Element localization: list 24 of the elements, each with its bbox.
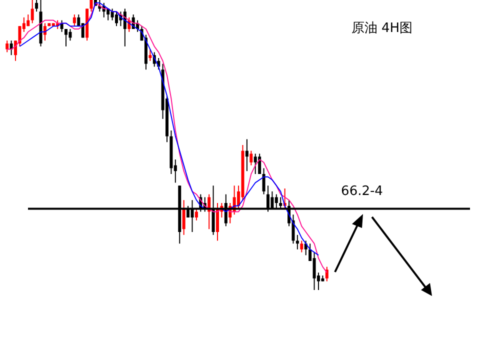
candlestick bbox=[110, 8, 114, 21]
candlestick bbox=[90, 0, 93, 12]
candlestick bbox=[72, 14, 76, 27]
candlestick bbox=[296, 234, 299, 250]
text: 66.2-4 bbox=[341, 184, 383, 199]
candlestick bbox=[64, 28, 68, 47]
candlestick bbox=[115, 11, 118, 27]
candlestick bbox=[182, 200, 186, 236]
text: 原油 4H图 bbox=[351, 21, 413, 36]
candlestick bbox=[43, 22, 46, 42]
candlestick bbox=[312, 252, 316, 290]
candlestick bbox=[35, 0, 38, 12]
candlestick bbox=[245, 138, 248, 172]
candlestick bbox=[250, 150, 253, 166]
candlestick bbox=[194, 208, 198, 221]
candlestick bbox=[148, 48, 152, 62]
candlestick bbox=[6, 40, 9, 53]
candlestick bbox=[325, 266, 328, 282]
candlestick bbox=[300, 240, 304, 253]
candlestick bbox=[216, 202, 219, 242]
candlestick bbox=[254, 153, 257, 174]
candlestick bbox=[30, 0, 34, 24]
candlestick bbox=[262, 168, 266, 195]
candlestick bbox=[68, 28, 72, 42]
